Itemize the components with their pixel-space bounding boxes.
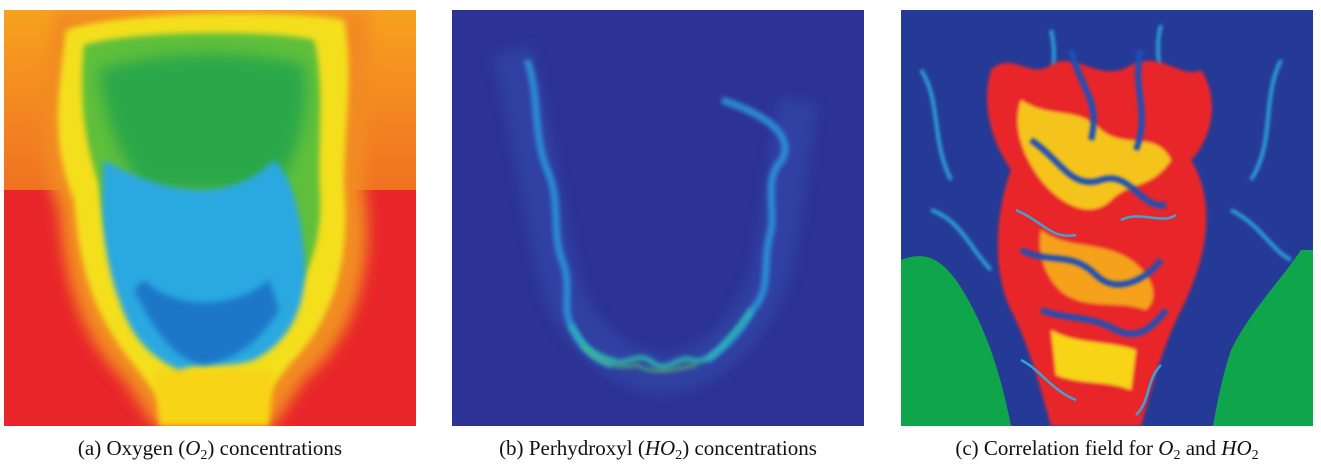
figure-caption-c: (c) Correlation field for O2 and HO2 xyxy=(901,434,1313,462)
figure-caption-b: (b) Perhydroxyl (HO2) concentrations xyxy=(452,434,864,462)
caption-text-post: ) concentrations xyxy=(682,436,817,460)
caption-text-pre: Perhydroxyl ( xyxy=(529,436,645,460)
caption-label: (a) xyxy=(78,436,101,460)
caption-label: (b) xyxy=(499,436,524,460)
caption-text-pre: Correlation field for xyxy=(984,436,1158,460)
oxygen-concentration-image xyxy=(4,10,416,426)
caption-text-post: ) concentrations xyxy=(207,436,342,460)
caption-text-pre: Oxygen ( xyxy=(106,436,185,460)
species-symbol: HO xyxy=(645,436,675,460)
species-symbol: O xyxy=(1158,436,1173,460)
species-symbol-2: HO xyxy=(1221,436,1251,460)
figure-caption-a: (a) Oxygen (O2) concentrations xyxy=(4,434,416,462)
correlation-field-image xyxy=(901,10,1313,426)
perhydroxyl-concentration-image xyxy=(452,10,864,426)
species-symbol: O xyxy=(185,436,200,460)
species-subscript-2: 2 xyxy=(1252,448,1259,463)
caption-label: (c) xyxy=(955,436,978,460)
caption-text-mid: and xyxy=(1180,436,1221,460)
